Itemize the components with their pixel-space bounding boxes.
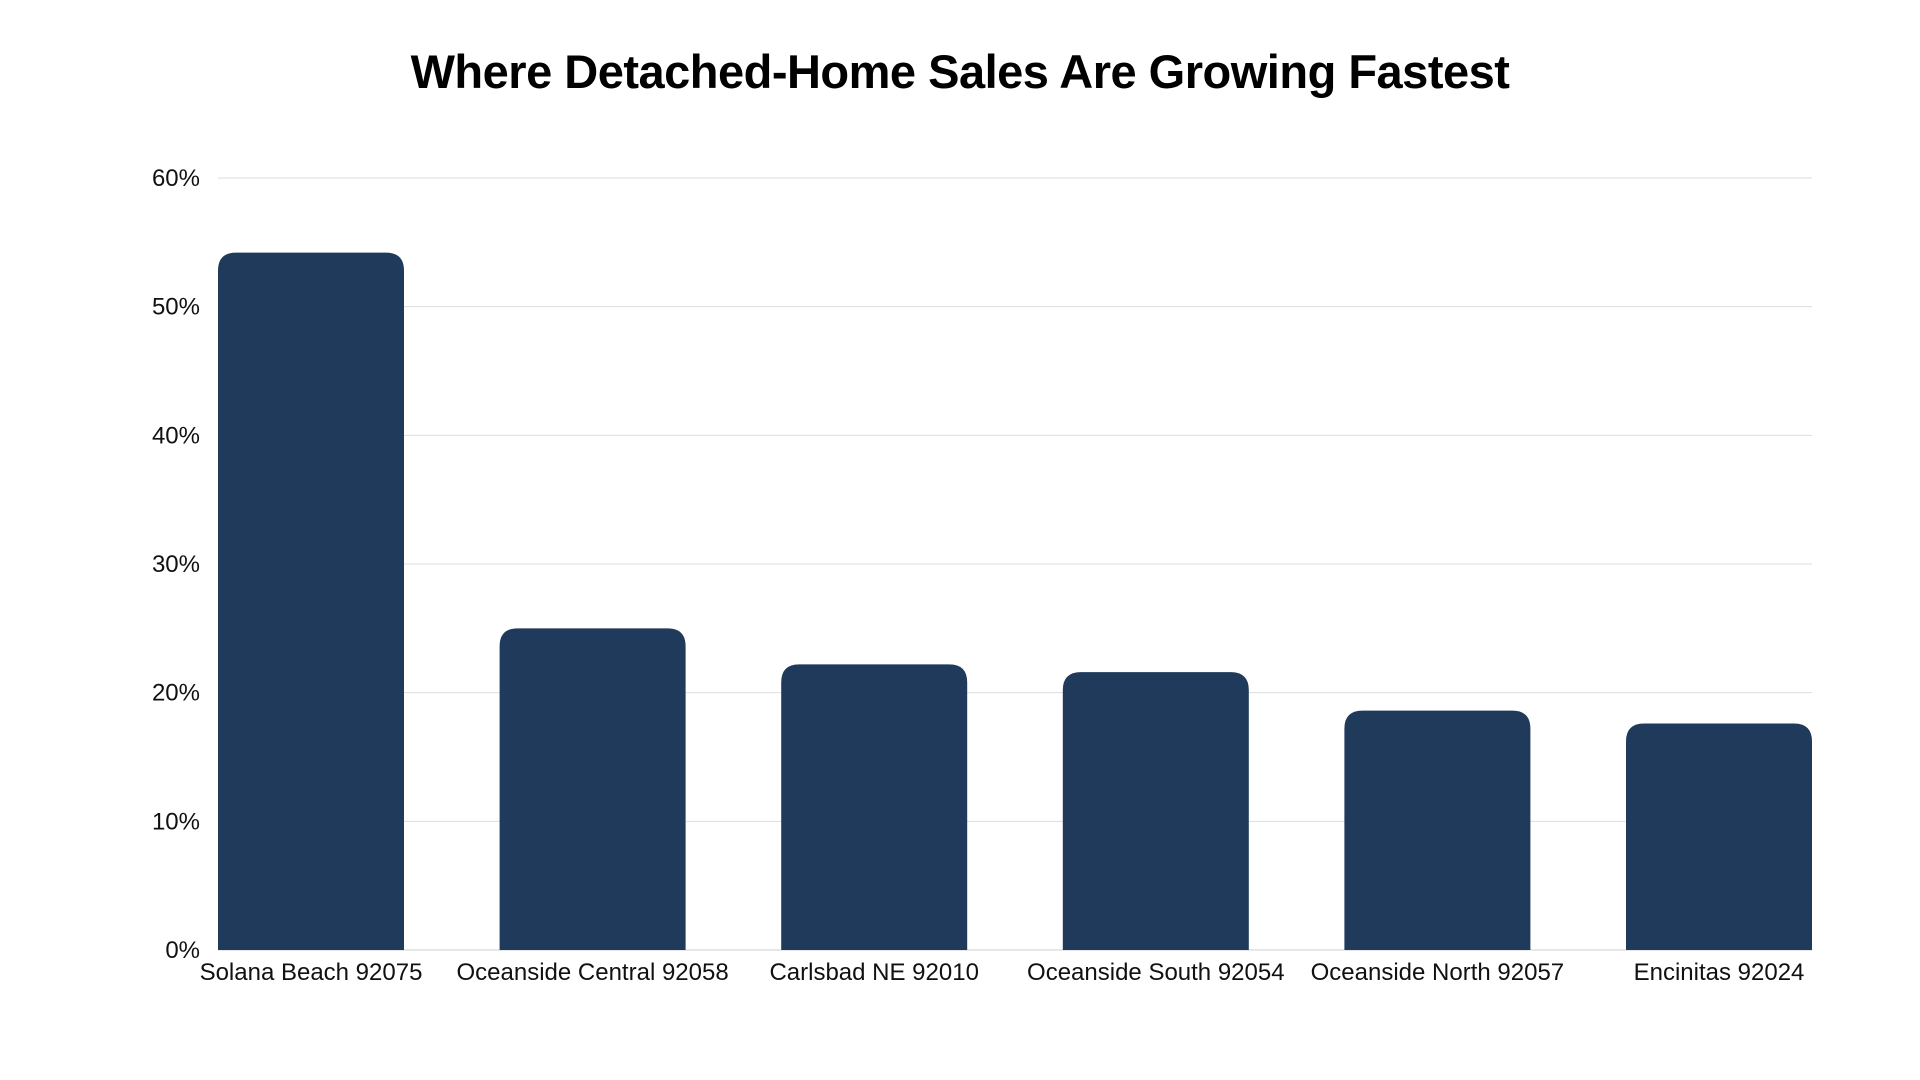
x-category-label: Encinitas 92024: [1634, 959, 1805, 986]
x-category-label: Carlsbad NE 92010: [769, 959, 978, 986]
x-category-label: Solana Beach 92075: [200, 959, 423, 986]
y-tick-label: 50%: [152, 294, 200, 321]
grid-lines: [218, 177, 1812, 951]
y-tick-label: 60%: [152, 165, 200, 192]
bar: [1062, 672, 1249, 950]
bar: [218, 252, 404, 951]
x-category-label: Oceanside North 92057: [1311, 959, 1565, 986]
bars: [218, 252, 1812, 951]
y-tick-label: 0%: [165, 937, 200, 964]
x-axis-labels: Solana Beach 92075 Oceanside Central 9205…: [200, 959, 1805, 986]
chart-title: Where Detached-Home Sales Are Growing Fa…: [410, 45, 1510, 98]
y-tick-label: 10%: [152, 808, 200, 835]
bar: [1344, 710, 1531, 950]
y-axis-ticks: 0% 10% 20% 30% 40% 50% 60%: [152, 165, 200, 964]
x-category-label: Oceanside South 92054: [1027, 959, 1285, 986]
y-tick-label: 40%: [152, 422, 200, 449]
bar: [781, 664, 968, 950]
bar: [1626, 723, 1812, 950]
y-tick-label: 20%: [152, 680, 200, 707]
x-category-label: Oceanside Central 92058: [457, 959, 729, 986]
bar: [499, 628, 686, 950]
y-tick-label: 30%: [152, 551, 200, 578]
